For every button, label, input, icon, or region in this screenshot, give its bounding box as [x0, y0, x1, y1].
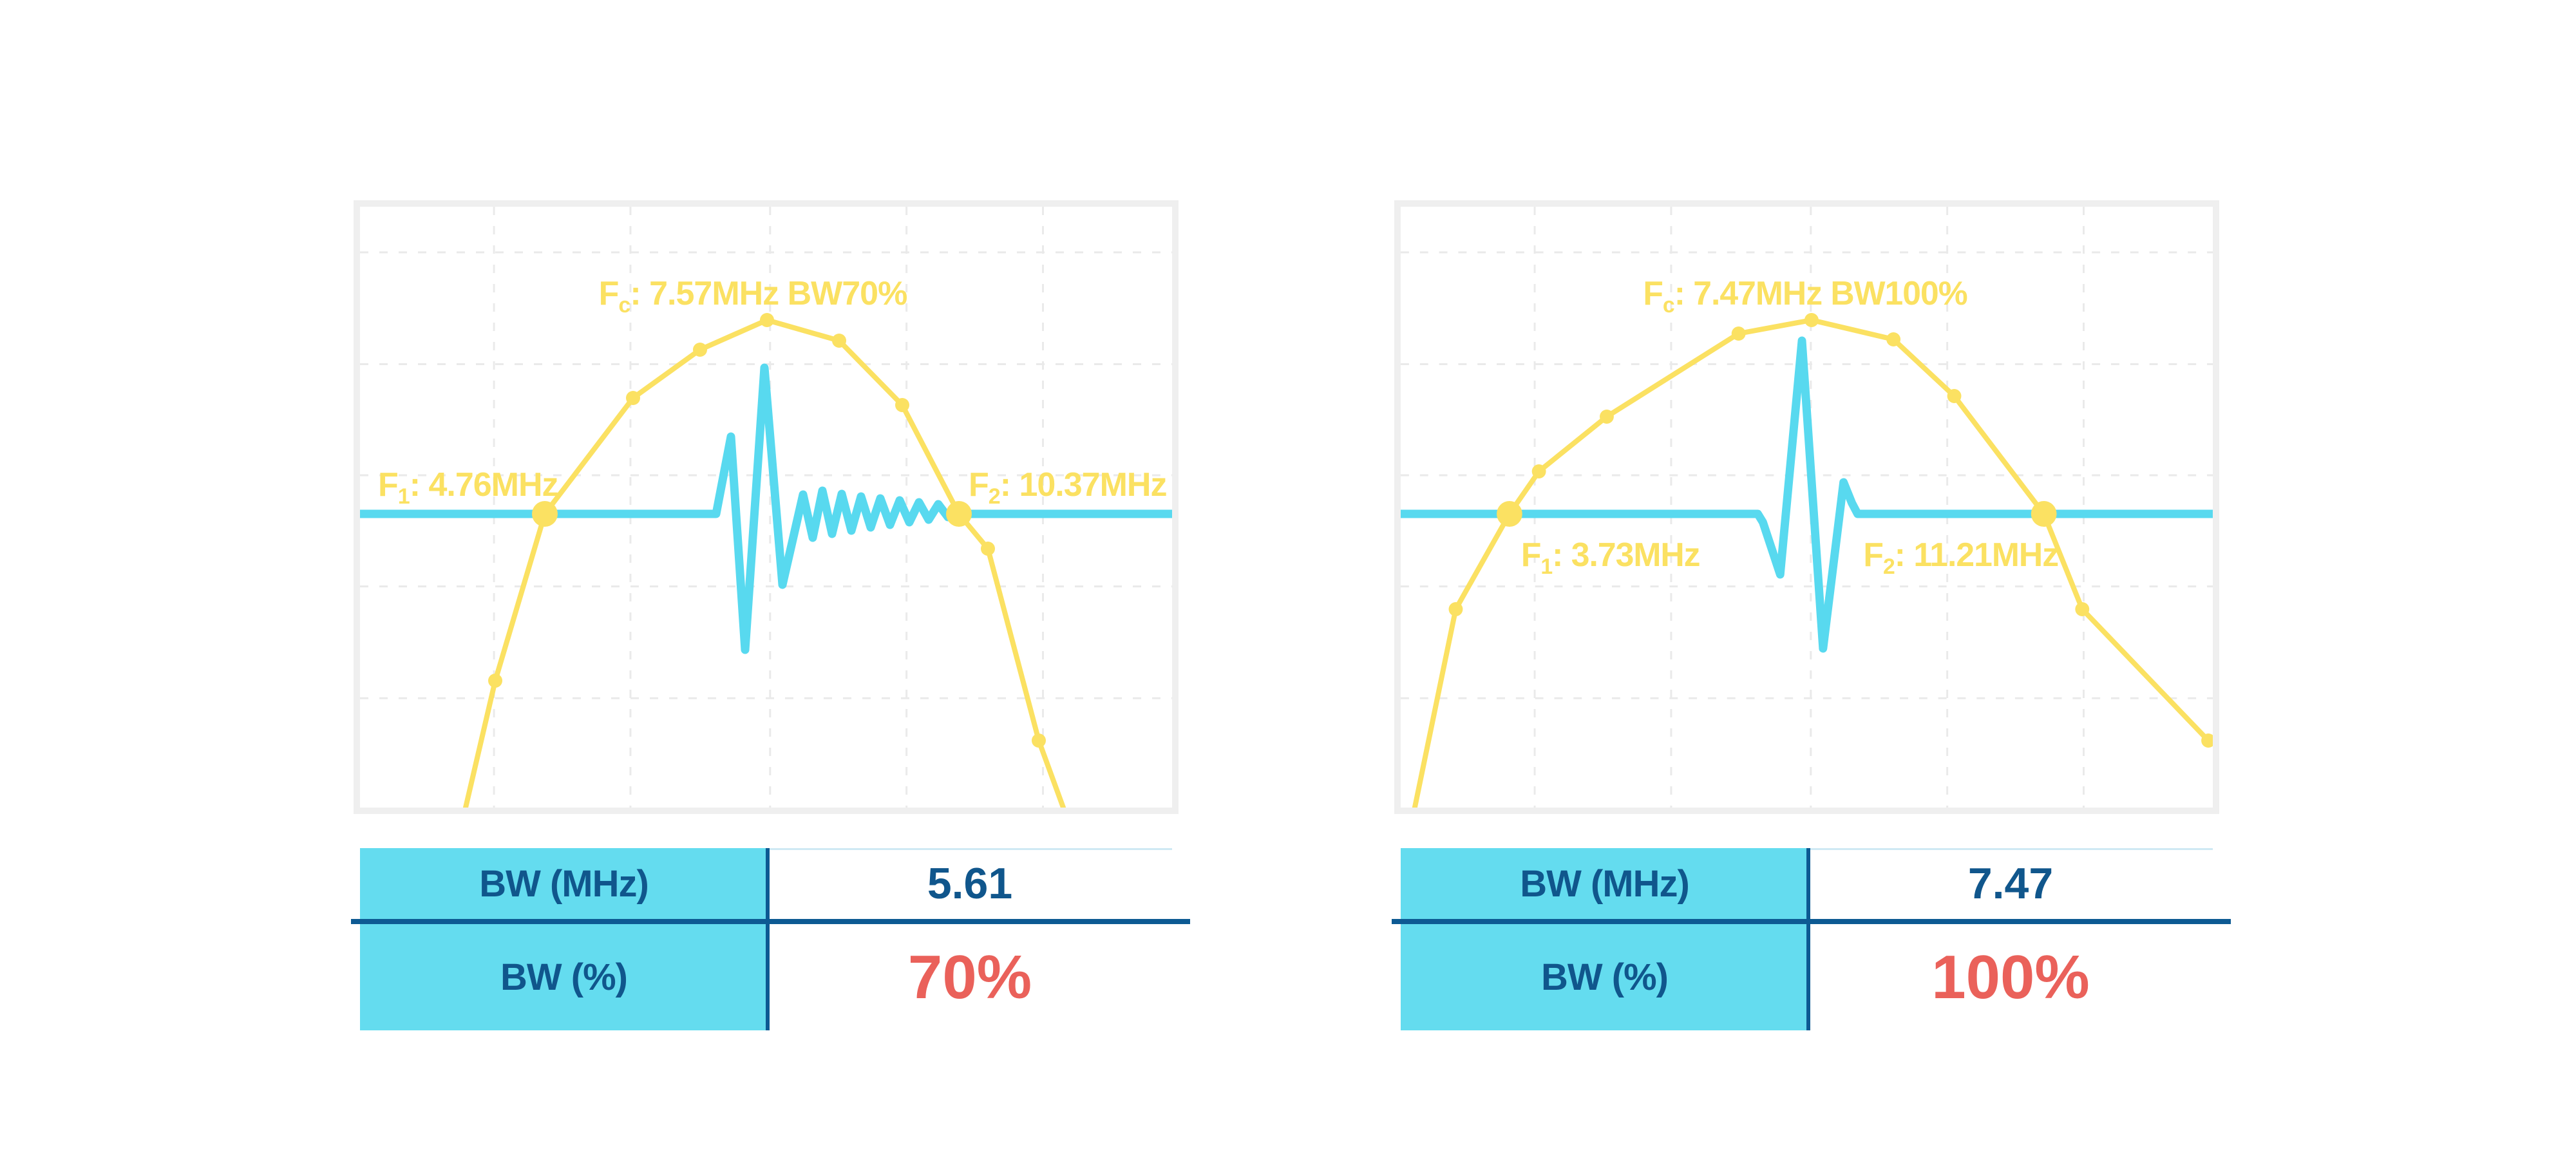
spectrum-marker [1032, 733, 1046, 748]
bw-mhz-label: BW (MHz) [1520, 862, 1690, 905]
spectrum-line [1412, 317, 2211, 808]
bandwidth-table-bw70: BW (MHz) 5.61 BW (%) 70% [351, 848, 1190, 1030]
pulse_echo_waveform-line [1401, 336, 2213, 653]
spectrum-chart-bw100: Fc: 7.47MHz BW100% F1: 3.73MHz F2: 11.21MH… [1394, 200, 2219, 814]
spectrum-line [463, 317, 1066, 808]
spectrum-marker [760, 313, 774, 327]
spectrum-crossing-marker [532, 501, 558, 527]
spectrum-marker [1531, 464, 1546, 478]
bw-percent-label: BW (%) [1541, 956, 1669, 998]
bandwidth-table-bw100: BW (MHz) 7.47 BW (%) 100% [1392, 848, 2231, 1030]
spectrum-crossing-marker [2031, 501, 2057, 527]
panel-bw100: Fc: 7.47MHz BW100% F1: 3.73MHz F2: 11.21MH… [1392, 200, 2231, 1037]
value-column-top-border [770, 848, 1172, 850]
spectrum-marker [2075, 602, 2090, 616]
table-column-divider [1806, 848, 1810, 1030]
f1-annotation: F1: 4.76MHz [378, 466, 558, 509]
panel-bw70: Fc: 7.57MHz BW70% F1: 4.76MHz F2: 10.37MHz… [351, 200, 1190, 1037]
spectrum-marker [1886, 332, 1901, 346]
spectrum-marker [832, 334, 846, 348]
table-column-divider [766, 848, 770, 1030]
bw-mhz-label: BW (MHz) [479, 862, 649, 905]
spectrum-marker [626, 391, 640, 405]
spectrum-marker [2201, 733, 2213, 748]
value-column-top-border [1810, 848, 2213, 850]
spectrum-marker [693, 343, 707, 357]
spectrum-crossing-marker [946, 501, 972, 527]
table-row-divider [351, 919, 1190, 924]
pulse_echo_waveform-line [360, 363, 1172, 654]
bw-percent-value: 70% [907, 942, 1032, 1012]
f1-annotation: F1: 3.73MHz [1521, 536, 1700, 579]
spectrum-marker [1448, 602, 1463, 616]
spectrum-crossing-marker [1497, 501, 1522, 527]
fc-annotation: Fc: 7.57MHz BW70% [599, 275, 907, 317]
spectrum-chart-svg-bw100: Fc: 7.47MHz BW100% F1: 3.73MHz F2: 11.21MH… [1401, 207, 2213, 808]
bw-mhz-value: 7.47 [1967, 859, 2054, 908]
f2-annotation: F2: 10.37MHz [969, 466, 1166, 509]
spectrum-marker [981, 542, 995, 556]
spectrum-marker [1731, 326, 1746, 341]
table-label-column-background [1401, 848, 1808, 1030]
spectrum-marker [1600, 410, 1614, 424]
spectrum-marker [1804, 313, 1819, 327]
table-label-column-background [360, 848, 768, 1030]
spectrum-marker [1947, 389, 1962, 403]
spectrum-marker [488, 674, 502, 688]
table-row-divider [1392, 919, 2231, 924]
spectrum-marker [895, 398, 909, 412]
bw-percent-value: 100% [1931, 942, 2090, 1012]
bw-mhz-value: 5.61 [927, 859, 1013, 908]
spectrum-chart-svg-bw70: Fc: 7.57MHz BW70% F1: 4.76MHz F2: 10.37MHz [360, 207, 1172, 808]
bw-percent-label: BW (%) [500, 956, 628, 998]
spectrum-chart-bw70: Fc: 7.57MHz BW70% F1: 4.76MHz F2: 10.37MHz [354, 200, 1179, 814]
fc-annotation: Fc: 7.47MHz BW100% [1643, 274, 1967, 317]
f2-annotation: F2: 11.21MHz [1863, 536, 2058, 579]
